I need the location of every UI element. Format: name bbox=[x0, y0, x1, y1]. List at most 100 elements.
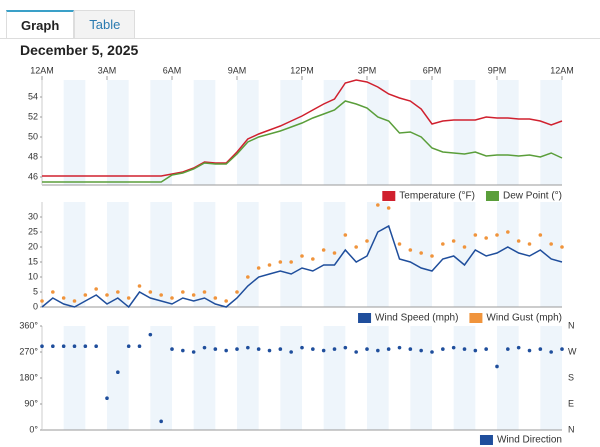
point bbox=[224, 299, 228, 303]
legend-label: Temperature (°F) bbox=[399, 191, 475, 202]
point bbox=[289, 350, 293, 354]
hour-band bbox=[193, 80, 216, 185]
hour-band bbox=[193, 326, 216, 430]
point bbox=[430, 254, 434, 258]
line bbox=[42, 100, 563, 183]
y-tick-label: 180° bbox=[19, 372, 38, 382]
x-tick-label: 6AM bbox=[163, 65, 182, 75]
hour-band bbox=[367, 80, 389, 185]
point bbox=[278, 260, 283, 264]
line bbox=[41, 224, 563, 309]
y-tick-label: 5 bbox=[33, 286, 38, 296]
hour-band bbox=[107, 202, 129, 307]
y-tick-label: 20 bbox=[28, 241, 38, 251]
point bbox=[560, 347, 564, 351]
point bbox=[213, 296, 218, 300]
hour-band bbox=[540, 80, 562, 185]
point bbox=[289, 260, 293, 264]
point bbox=[224, 348, 228, 353]
y2-tick-label: S bbox=[568, 372, 574, 382]
y2-tick-label: E bbox=[568, 398, 574, 408]
y-tick-label: 270° bbox=[19, 346, 38, 356]
tab[interactable]: Table bbox=[74, 10, 136, 39]
hour-band bbox=[323, 326, 346, 430]
point bbox=[191, 293, 196, 297]
point bbox=[94, 344, 98, 349]
point bbox=[386, 347, 391, 351]
hour-band bbox=[410, 80, 432, 185]
hour-band bbox=[237, 202, 259, 307]
point bbox=[278, 347, 283, 351]
hour-band bbox=[237, 326, 259, 430]
y-tick-label: 15 bbox=[28, 256, 38, 266]
y-tick-label: 52 bbox=[28, 111, 38, 121]
point bbox=[191, 350, 196, 354]
hour-band bbox=[150, 80, 172, 185]
point bbox=[94, 287, 98, 291]
point bbox=[527, 242, 532, 246]
y-tick-label: 360° bbox=[19, 320, 38, 330]
y2-tick-label: N bbox=[568, 320, 575, 330]
hour-band bbox=[63, 202, 86, 307]
hour-band bbox=[540, 326, 562, 430]
point bbox=[181, 348, 185, 353]
hour-band bbox=[280, 202, 302, 307]
hour-band bbox=[453, 80, 476, 185]
line bbox=[42, 79, 563, 177]
hour-band bbox=[367, 326, 389, 430]
point bbox=[376, 203, 380, 207]
point bbox=[527, 348, 532, 353]
point bbox=[311, 257, 315, 261]
point bbox=[549, 350, 553, 354]
point bbox=[256, 347, 261, 351]
point bbox=[451, 239, 456, 243]
point bbox=[538, 347, 543, 351]
point bbox=[137, 344, 142, 349]
point bbox=[516, 239, 521, 243]
point bbox=[397, 242, 402, 246]
point bbox=[148, 290, 153, 294]
x-tick-label: 12AM bbox=[550, 65, 574, 75]
point bbox=[159, 293, 163, 297]
tab[interactable]: Graph bbox=[6, 10, 75, 39]
point bbox=[311, 347, 315, 351]
point bbox=[516, 345, 521, 350]
point bbox=[495, 233, 499, 237]
point bbox=[549, 242, 553, 246]
point bbox=[126, 344, 131, 349]
point bbox=[462, 245, 467, 249]
point bbox=[354, 245, 358, 249]
tab-bar: Graph Table bbox=[6, 10, 136, 39]
point bbox=[51, 290, 55, 294]
point bbox=[61, 296, 66, 300]
point bbox=[40, 299, 44, 303]
hour-band bbox=[410, 326, 432, 430]
hour-band bbox=[280, 326, 302, 430]
point bbox=[365, 239, 369, 243]
point bbox=[170, 296, 174, 300]
legend-swatch bbox=[358, 313, 372, 323]
y-tick-label: 90° bbox=[24, 398, 38, 408]
point bbox=[484, 347, 488, 351]
legend-swatch bbox=[469, 313, 483, 323]
point bbox=[343, 233, 348, 237]
point bbox=[235, 347, 239, 351]
point bbox=[72, 344, 77, 349]
point bbox=[72, 299, 77, 303]
point bbox=[506, 230, 510, 234]
point bbox=[170, 347, 174, 351]
point bbox=[246, 345, 250, 350]
y-tick-label: 10 bbox=[28, 271, 38, 281]
point bbox=[300, 345, 304, 350]
legend-label: Dew Point (°) bbox=[503, 191, 562, 202]
point bbox=[202, 345, 207, 350]
point bbox=[441, 347, 445, 351]
x-tick-label: 9PM bbox=[488, 65, 507, 75]
point bbox=[300, 254, 304, 258]
hour-band bbox=[497, 202, 519, 307]
point bbox=[506, 347, 510, 351]
point bbox=[354, 350, 358, 354]
point bbox=[408, 248, 413, 252]
point bbox=[376, 348, 380, 353]
